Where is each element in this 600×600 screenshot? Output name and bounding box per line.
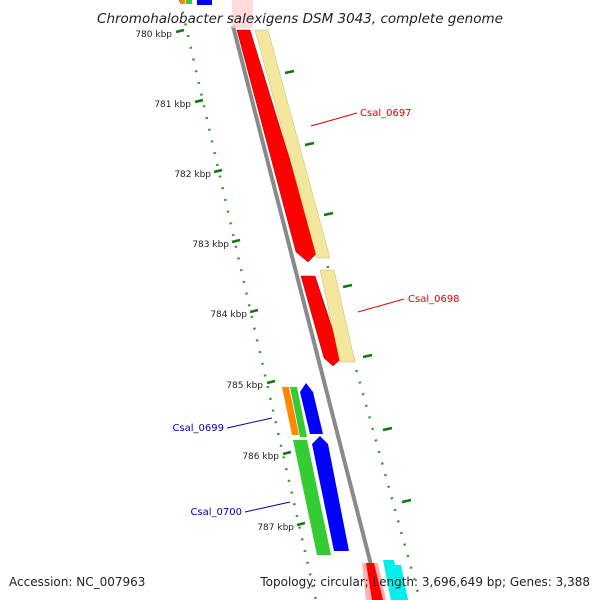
bottom-cyan-feature-2 bbox=[395, 565, 408, 600]
gene-csal-0700-green-block bbox=[293, 440, 331, 555]
tick-label: 786 kbp bbox=[242, 452, 279, 462]
label-line-csal-0700 bbox=[244, 501, 291, 513]
tick-label: 783 kbp bbox=[192, 240, 229, 250]
map-title: Chromohalobacter salexigens DSM 3043, co… bbox=[97, 11, 503, 27]
tick-label: 782 kbp bbox=[174, 170, 211, 180]
gene-label-csal-0697[interactable]: Csal_0697 bbox=[360, 108, 412, 119]
bottom-cyan-feature bbox=[383, 560, 402, 600]
label-line-csal-0699 bbox=[226, 417, 273, 429]
gene-csal-0699-blue-block bbox=[300, 383, 323, 434]
gene-label-csal-0698[interactable]: Csal_0698 bbox=[408, 294, 460, 305]
gene-csal-0699-green-block bbox=[290, 387, 307, 437]
tick-label: 784 kbp bbox=[210, 310, 247, 320]
gene-csal-0700-blue-block bbox=[312, 436, 349, 551]
genome-summary-text: Topology: circular; Length: 3,696,649 bp… bbox=[259, 575, 590, 589]
top-orange-feature bbox=[180, 0, 185, 4]
label-line-csal-0697 bbox=[310, 112, 358, 127]
accession-text: Accession: NC_007963 bbox=[9, 575, 145, 589]
tick-label: 785 kbp bbox=[226, 381, 263, 391]
inner-tick-marks bbox=[175, 28, 306, 527]
tick-label: 787 kbp bbox=[257, 523, 294, 533]
gene-csal-0698-block bbox=[300, 275, 343, 367]
tick-label: 781 kbp bbox=[154, 100, 191, 110]
top-green-feature bbox=[186, 0, 192, 4]
top-pink-feature bbox=[232, 0, 253, 28]
bottom-red-feature bbox=[366, 563, 383, 600]
tick-label: 780 kbp bbox=[135, 30, 172, 40]
orange-feature-block bbox=[282, 387, 299, 435]
gene-label-csal-0700[interactable]: Csal_0700 bbox=[190, 507, 242, 518]
cds-csal-0698-block bbox=[319, 269, 356, 363]
genome-backbone bbox=[231, 25, 382, 600]
gene-csal-0697-block bbox=[236, 29, 319, 263]
gene-label-csal-0699[interactable]: Csal_0699 bbox=[172, 423, 224, 434]
cds-csal-0697-block bbox=[254, 29, 331, 259]
top-blue-feature bbox=[197, 0, 212, 5]
outer-tick-marks bbox=[284, 69, 412, 504]
label-line-csal-0698 bbox=[357, 298, 405, 313]
